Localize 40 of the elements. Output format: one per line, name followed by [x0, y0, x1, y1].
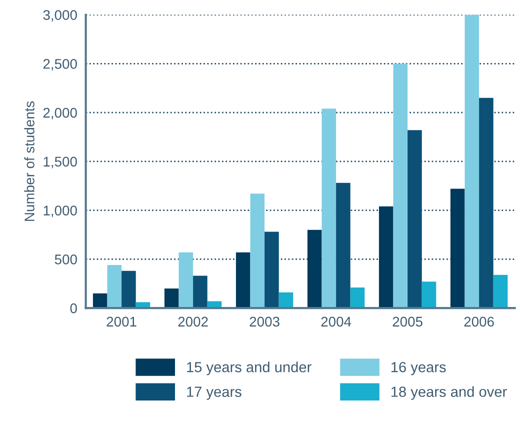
x-tick-label: 2003 [250, 316, 280, 327]
bar [450, 188, 465, 308]
y-axis-title: Number of students [24, 101, 34, 221]
bar [307, 230, 322, 308]
y-tick-label: 1,500 [44, 156, 77, 168]
bar [278, 292, 294, 308]
bar [193, 276, 208, 308]
bar [393, 64, 408, 308]
bar [122, 270, 136, 308]
bar [336, 182, 350, 308]
bar [107, 265, 122, 308]
bar [479, 98, 494, 308]
bar [264, 232, 279, 308]
bar [250, 194, 265, 308]
bar [408, 130, 422, 308]
x-tick-label: 2005 [392, 316, 422, 327]
x-tick-label: 2006 [464, 316, 494, 327]
legend-label: 16 years [391, 362, 446, 376]
legend-label: 15 years and under [187, 362, 312, 376]
bar [493, 274, 508, 308]
x-tick-label: 2001 [106, 316, 136, 327]
bar [92, 293, 108, 308]
bar [322, 108, 336, 308]
bar [378, 206, 394, 308]
bar [350, 288, 365, 308]
y-tick-label: 1,000 [44, 206, 77, 218]
legend-label: 18 years and over [391, 386, 507, 400]
bar [164, 288, 179, 308]
bar [236, 252, 250, 308]
bar [422, 282, 436, 308]
y-tick-label: 2,000 [43, 108, 77, 120]
legend-label: 17 years [187, 386, 242, 400]
x-tick-label: 2002 [178, 316, 208, 327]
y-tick-label: 0 [70, 303, 77, 314]
y-tick-label: 2,500 [43, 58, 77, 70]
bar [464, 14, 480, 308]
bar [178, 252, 194, 308]
y-tick-label: 500 [54, 254, 77, 264]
x-tick-label: 2004 [321, 316, 352, 327]
y-tick-label: 3,000 [43, 10, 77, 22]
